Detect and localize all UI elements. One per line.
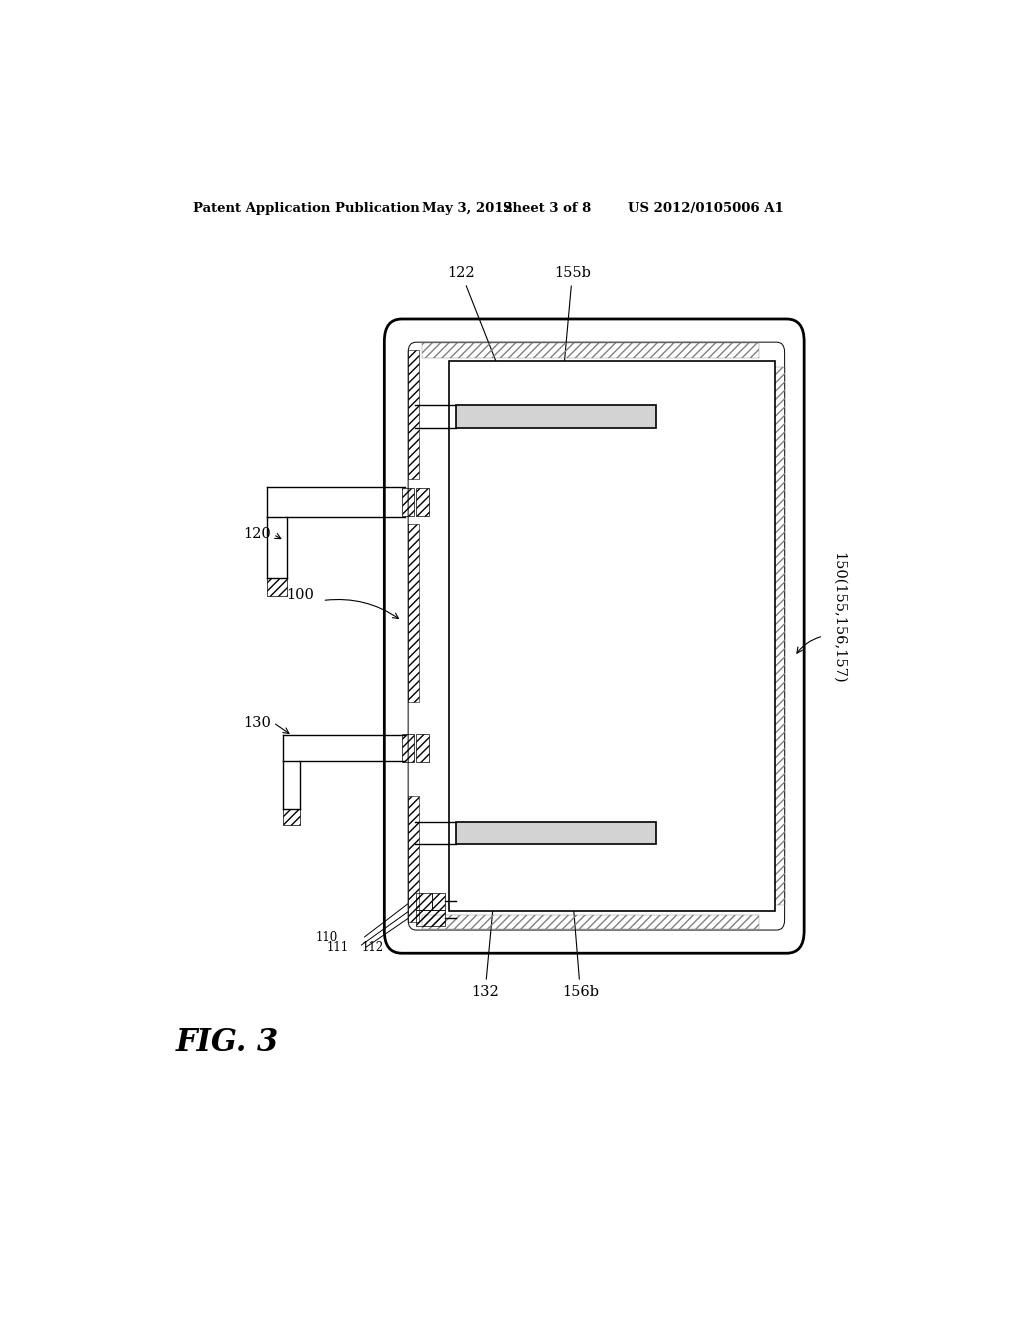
Bar: [416, 909, 444, 925]
Bar: [422, 343, 759, 358]
Text: May 3, 2012: May 3, 2012: [422, 202, 512, 215]
Text: 100: 100: [287, 589, 314, 602]
Text: FIG. 3: FIG. 3: [175, 1027, 279, 1059]
Bar: [401, 734, 415, 762]
Bar: [267, 578, 287, 597]
Bar: [456, 405, 655, 428]
Bar: [456, 822, 655, 845]
Text: 156b: 156b: [562, 849, 599, 999]
Bar: [283, 809, 300, 825]
Bar: [416, 734, 429, 762]
Text: 150(155,156,157): 150(155,156,157): [831, 552, 845, 684]
Text: 120: 120: [243, 528, 270, 541]
Bar: [450, 362, 775, 911]
Bar: [432, 894, 444, 909]
Bar: [422, 915, 759, 929]
Bar: [409, 524, 419, 702]
Text: Patent Application Publication: Patent Application Publication: [194, 202, 420, 215]
Text: 110: 110: [315, 932, 338, 945]
FancyBboxPatch shape: [384, 319, 804, 953]
Bar: [416, 894, 432, 909]
Bar: [774, 367, 785, 906]
Bar: [409, 351, 419, 479]
Bar: [416, 487, 429, 516]
Text: 155b: 155b: [554, 267, 591, 401]
Bar: [401, 487, 415, 516]
Text: 122: 122: [447, 267, 508, 391]
Text: Sheet 3 of 8: Sheet 3 of 8: [503, 202, 591, 215]
Text: US 2012/0105006 A1: US 2012/0105006 A1: [628, 202, 783, 215]
FancyBboxPatch shape: [409, 342, 784, 931]
Bar: [409, 796, 419, 921]
Text: 130: 130: [243, 715, 271, 730]
Text: 132: 132: [471, 826, 503, 999]
Text: 112: 112: [362, 941, 384, 953]
Text: 111: 111: [327, 941, 348, 953]
